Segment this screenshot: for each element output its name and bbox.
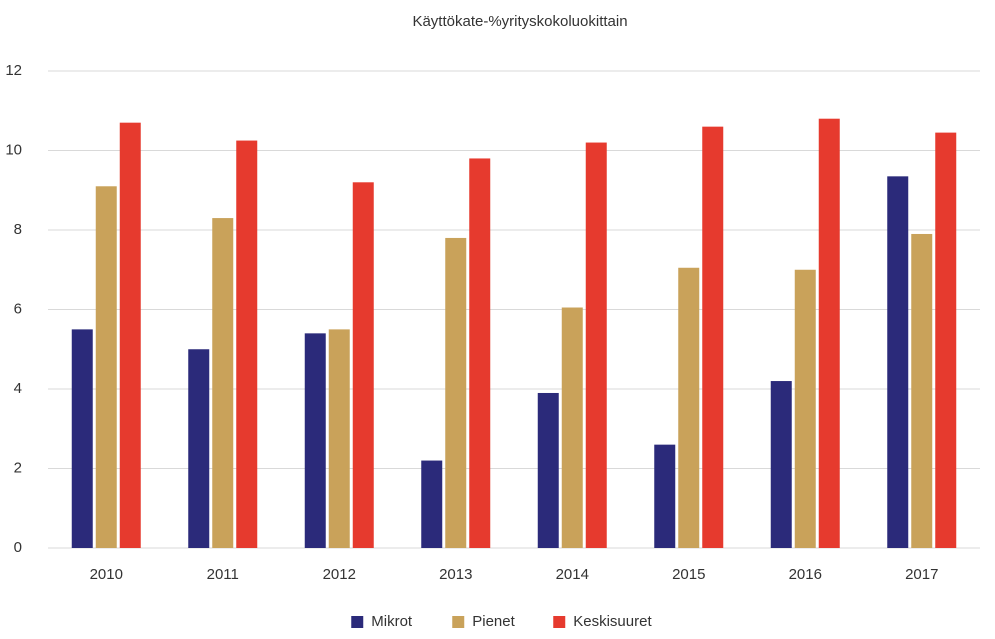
- bar: [212, 218, 234, 548]
- y-tick-label: 12: [5, 62, 22, 79]
- legend-label: Mikrot: [371, 613, 413, 630]
- bar: [328, 329, 350, 548]
- bar: [95, 186, 117, 548]
- legend-swatch: [351, 616, 364, 628]
- bar: [304, 333, 326, 548]
- bar: [421, 460, 443, 548]
- x-tick-label: 2016: [789, 566, 822, 583]
- bar: [702, 126, 724, 549]
- bar: [537, 392, 559, 548]
- bar: [678, 267, 700, 548]
- y-tick-label: 10: [5, 141, 22, 158]
- x-tick-label: 2010: [90, 566, 123, 583]
- x-tick-label: 2012: [323, 566, 356, 583]
- x-tick-label: 2011: [207, 566, 239, 583]
- x-tick-label: 2013: [439, 566, 472, 583]
- bar: [770, 381, 792, 548]
- x-tick-label: 2015: [672, 566, 705, 583]
- chart-title: Käyttökate-%yrityskokoluokittain: [412, 13, 627, 30]
- bar: [794, 269, 816, 548]
- bar: [445, 237, 467, 548]
- bar: [911, 233, 933, 548]
- bar: [352, 182, 374, 549]
- bar: [935, 132, 957, 549]
- x-tick-label: 2014: [556, 566, 589, 583]
- y-tick-label: 2: [14, 459, 22, 476]
- y-tick-label: 6: [14, 300, 22, 317]
- bar: [818, 118, 840, 548]
- y-tick-label: 8: [14, 221, 22, 238]
- bar: [654, 444, 676, 548]
- legend-label: Pienet: [472, 613, 515, 630]
- y-tick-label: 4: [14, 380, 22, 397]
- bar: [188, 349, 210, 548]
- bar: [561, 307, 583, 548]
- bar: [469, 158, 491, 548]
- bar: [119, 122, 141, 549]
- bar: [236, 140, 258, 548]
- legend-swatch: [452, 616, 465, 628]
- bar: [585, 142, 607, 549]
- bar: [71, 329, 93, 548]
- legend-swatch: [553, 616, 566, 628]
- y-tick-label: 0: [14, 539, 22, 556]
- legend-label: Keskisuuret: [573, 613, 652, 630]
- bar: [887, 176, 909, 548]
- x-tick-label: 2017: [905, 566, 938, 583]
